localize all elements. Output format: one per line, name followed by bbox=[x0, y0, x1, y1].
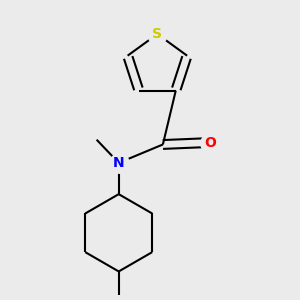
Text: S: S bbox=[152, 27, 162, 41]
Text: O: O bbox=[204, 136, 216, 150]
Text: N: N bbox=[113, 156, 124, 170]
